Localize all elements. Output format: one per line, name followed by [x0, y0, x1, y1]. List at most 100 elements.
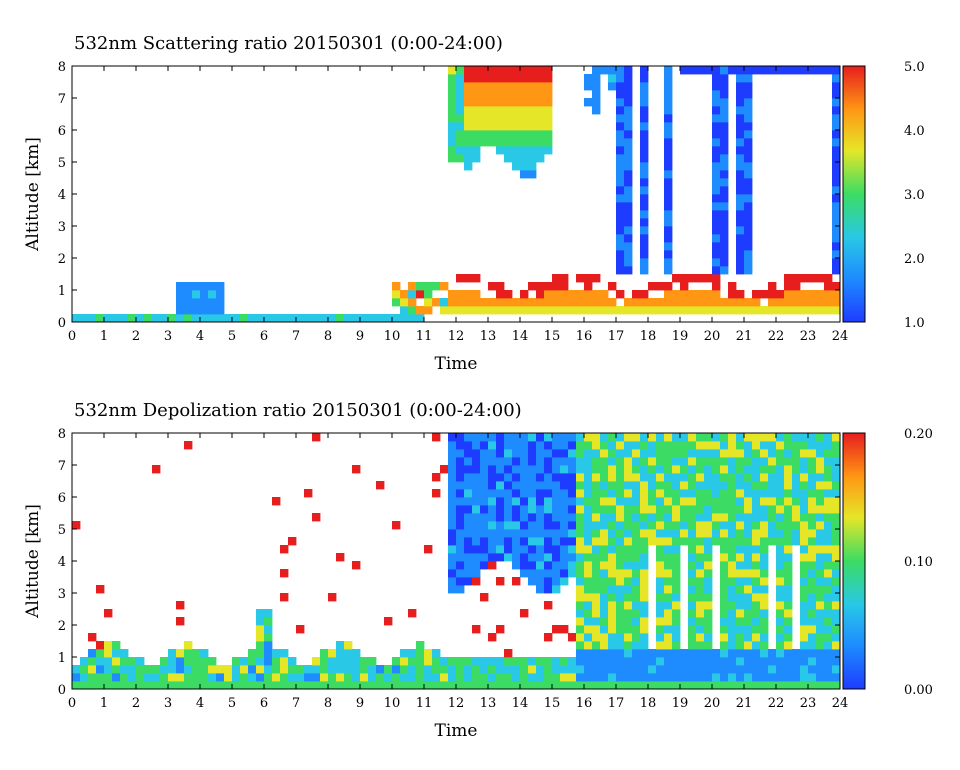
- heatmap-cell: [568, 433, 577, 442]
- heatmap-cell: [744, 537, 753, 546]
- heatmap-cell: [560, 521, 569, 530]
- heatmap-cell: [704, 553, 713, 562]
- heatmap-cell: [552, 282, 561, 291]
- heatmap-cell: [800, 577, 809, 586]
- heatmap-cell: [664, 657, 673, 666]
- heatmap-cell: [728, 585, 737, 594]
- heatmap-cell: [752, 617, 761, 626]
- colorbar-ticks: 0.000.100.20: [904, 427, 933, 698]
- heatmap-cell: [512, 66, 521, 75]
- heatmap-cell: [720, 465, 729, 474]
- heatmap-cell: [160, 681, 169, 690]
- heatmap-cell: [576, 298, 585, 307]
- heatmap-cell: [608, 481, 617, 490]
- heatmap-cell: [464, 90, 473, 99]
- heatmap-cell: [608, 585, 617, 594]
- heatmap-cell: [352, 657, 361, 666]
- heatmap-cell: [80, 314, 89, 323]
- heatmap-cell: [800, 649, 809, 658]
- heatmap-cell: [664, 74, 673, 83]
- heatmap-cell: [640, 298, 649, 307]
- heatmap-cell: [184, 673, 193, 682]
- heatmap-cell: [832, 242, 841, 251]
- heatmap-cell: [640, 210, 649, 219]
- heatmap-cell: [352, 673, 361, 682]
- heatmap-cell: [136, 314, 145, 323]
- heatmap-cell: [184, 641, 193, 650]
- heatmap-cell: [520, 569, 529, 578]
- heatmap-cell: [712, 274, 721, 283]
- heatmap-cell: [536, 497, 545, 506]
- heatmap-cell: [816, 649, 825, 658]
- heatmap-cell: [592, 290, 601, 299]
- heatmap-cell: [104, 681, 113, 690]
- heatmap-cell: [312, 673, 321, 682]
- heatmap-cell: [800, 449, 809, 458]
- heatmap-cell: [616, 641, 625, 650]
- heatmap-cell: [632, 561, 641, 570]
- heatmap-cell: [656, 585, 665, 594]
- heatmap-cell: [200, 681, 209, 690]
- heatmap-cell: [752, 673, 761, 682]
- heatmap-cell: [728, 681, 737, 690]
- heatmap-cell: [728, 641, 737, 650]
- heatmap-cell: [488, 489, 497, 498]
- x-tick-label: 3: [164, 329, 172, 344]
- heatmap-cell: [696, 489, 705, 498]
- heatmap-cell: [360, 314, 369, 323]
- heatmap-cell: [760, 497, 769, 506]
- heatmap-cell: [696, 577, 705, 586]
- heatmap-cell: [512, 561, 521, 570]
- heatmap-cell: [648, 441, 657, 450]
- heatmap-cell: [640, 242, 649, 251]
- heatmap-cell: [664, 234, 673, 243]
- heatmap-cell: [664, 186, 673, 195]
- heatmap-cell: [712, 649, 721, 658]
- heatmap-cell: [616, 577, 625, 586]
- heatmap-cell: [464, 521, 473, 530]
- heatmap-cell: [792, 282, 801, 291]
- heatmap-cell: [744, 66, 753, 75]
- heatmap-cell: [816, 465, 825, 474]
- heatmap-cell: [832, 186, 841, 195]
- heatmap-cell: [464, 569, 473, 578]
- heatmap-cell: [696, 298, 705, 307]
- heatmap-cell: [512, 489, 521, 498]
- heatmap-cell: [592, 601, 601, 610]
- heatmap-cell: [640, 186, 649, 195]
- heatmap-cell: [672, 433, 681, 442]
- heatmap-cell: [448, 441, 457, 450]
- heatmap-cell: [240, 314, 249, 323]
- heatmap-cell: [472, 473, 481, 482]
- heatmap-cell: [192, 282, 201, 291]
- heatmap-cell: [448, 130, 457, 139]
- heatmap-cell: [624, 306, 633, 315]
- heatmap-cell: [224, 314, 233, 323]
- heatmap-cell: [824, 545, 833, 554]
- heatmap-cell: [712, 457, 721, 466]
- heatmap-cell: [656, 665, 665, 674]
- heatmap-cell: [720, 649, 729, 658]
- heatmap-cell: [264, 625, 273, 634]
- heatmap-cell: [560, 489, 569, 498]
- y-tick-label: 6: [58, 124, 66, 139]
- heatmap-cell: [448, 457, 457, 466]
- heatmap-cell: [640, 90, 649, 99]
- heatmap-cell: [824, 625, 833, 634]
- x-tick-label: 17: [608, 329, 625, 344]
- heatmap-cell: [824, 66, 833, 75]
- heatmap-cell: [568, 505, 577, 514]
- heatmap-cell: [448, 122, 457, 131]
- heatmap-cell: [584, 665, 593, 674]
- heatmap-cell: [584, 473, 593, 482]
- heatmap-cell: [664, 282, 673, 291]
- heatmap-cell: [528, 553, 537, 562]
- heatmap-cell: [736, 170, 745, 179]
- heatmap-cell: [808, 481, 817, 490]
- heatmap-cell: [632, 521, 641, 530]
- heatmap-cell: [712, 194, 721, 203]
- heatmap-cell: [472, 665, 481, 674]
- heatmap-cell: [504, 513, 513, 522]
- heatmap-cell: [696, 673, 705, 682]
- heatmap-cell: [560, 561, 569, 570]
